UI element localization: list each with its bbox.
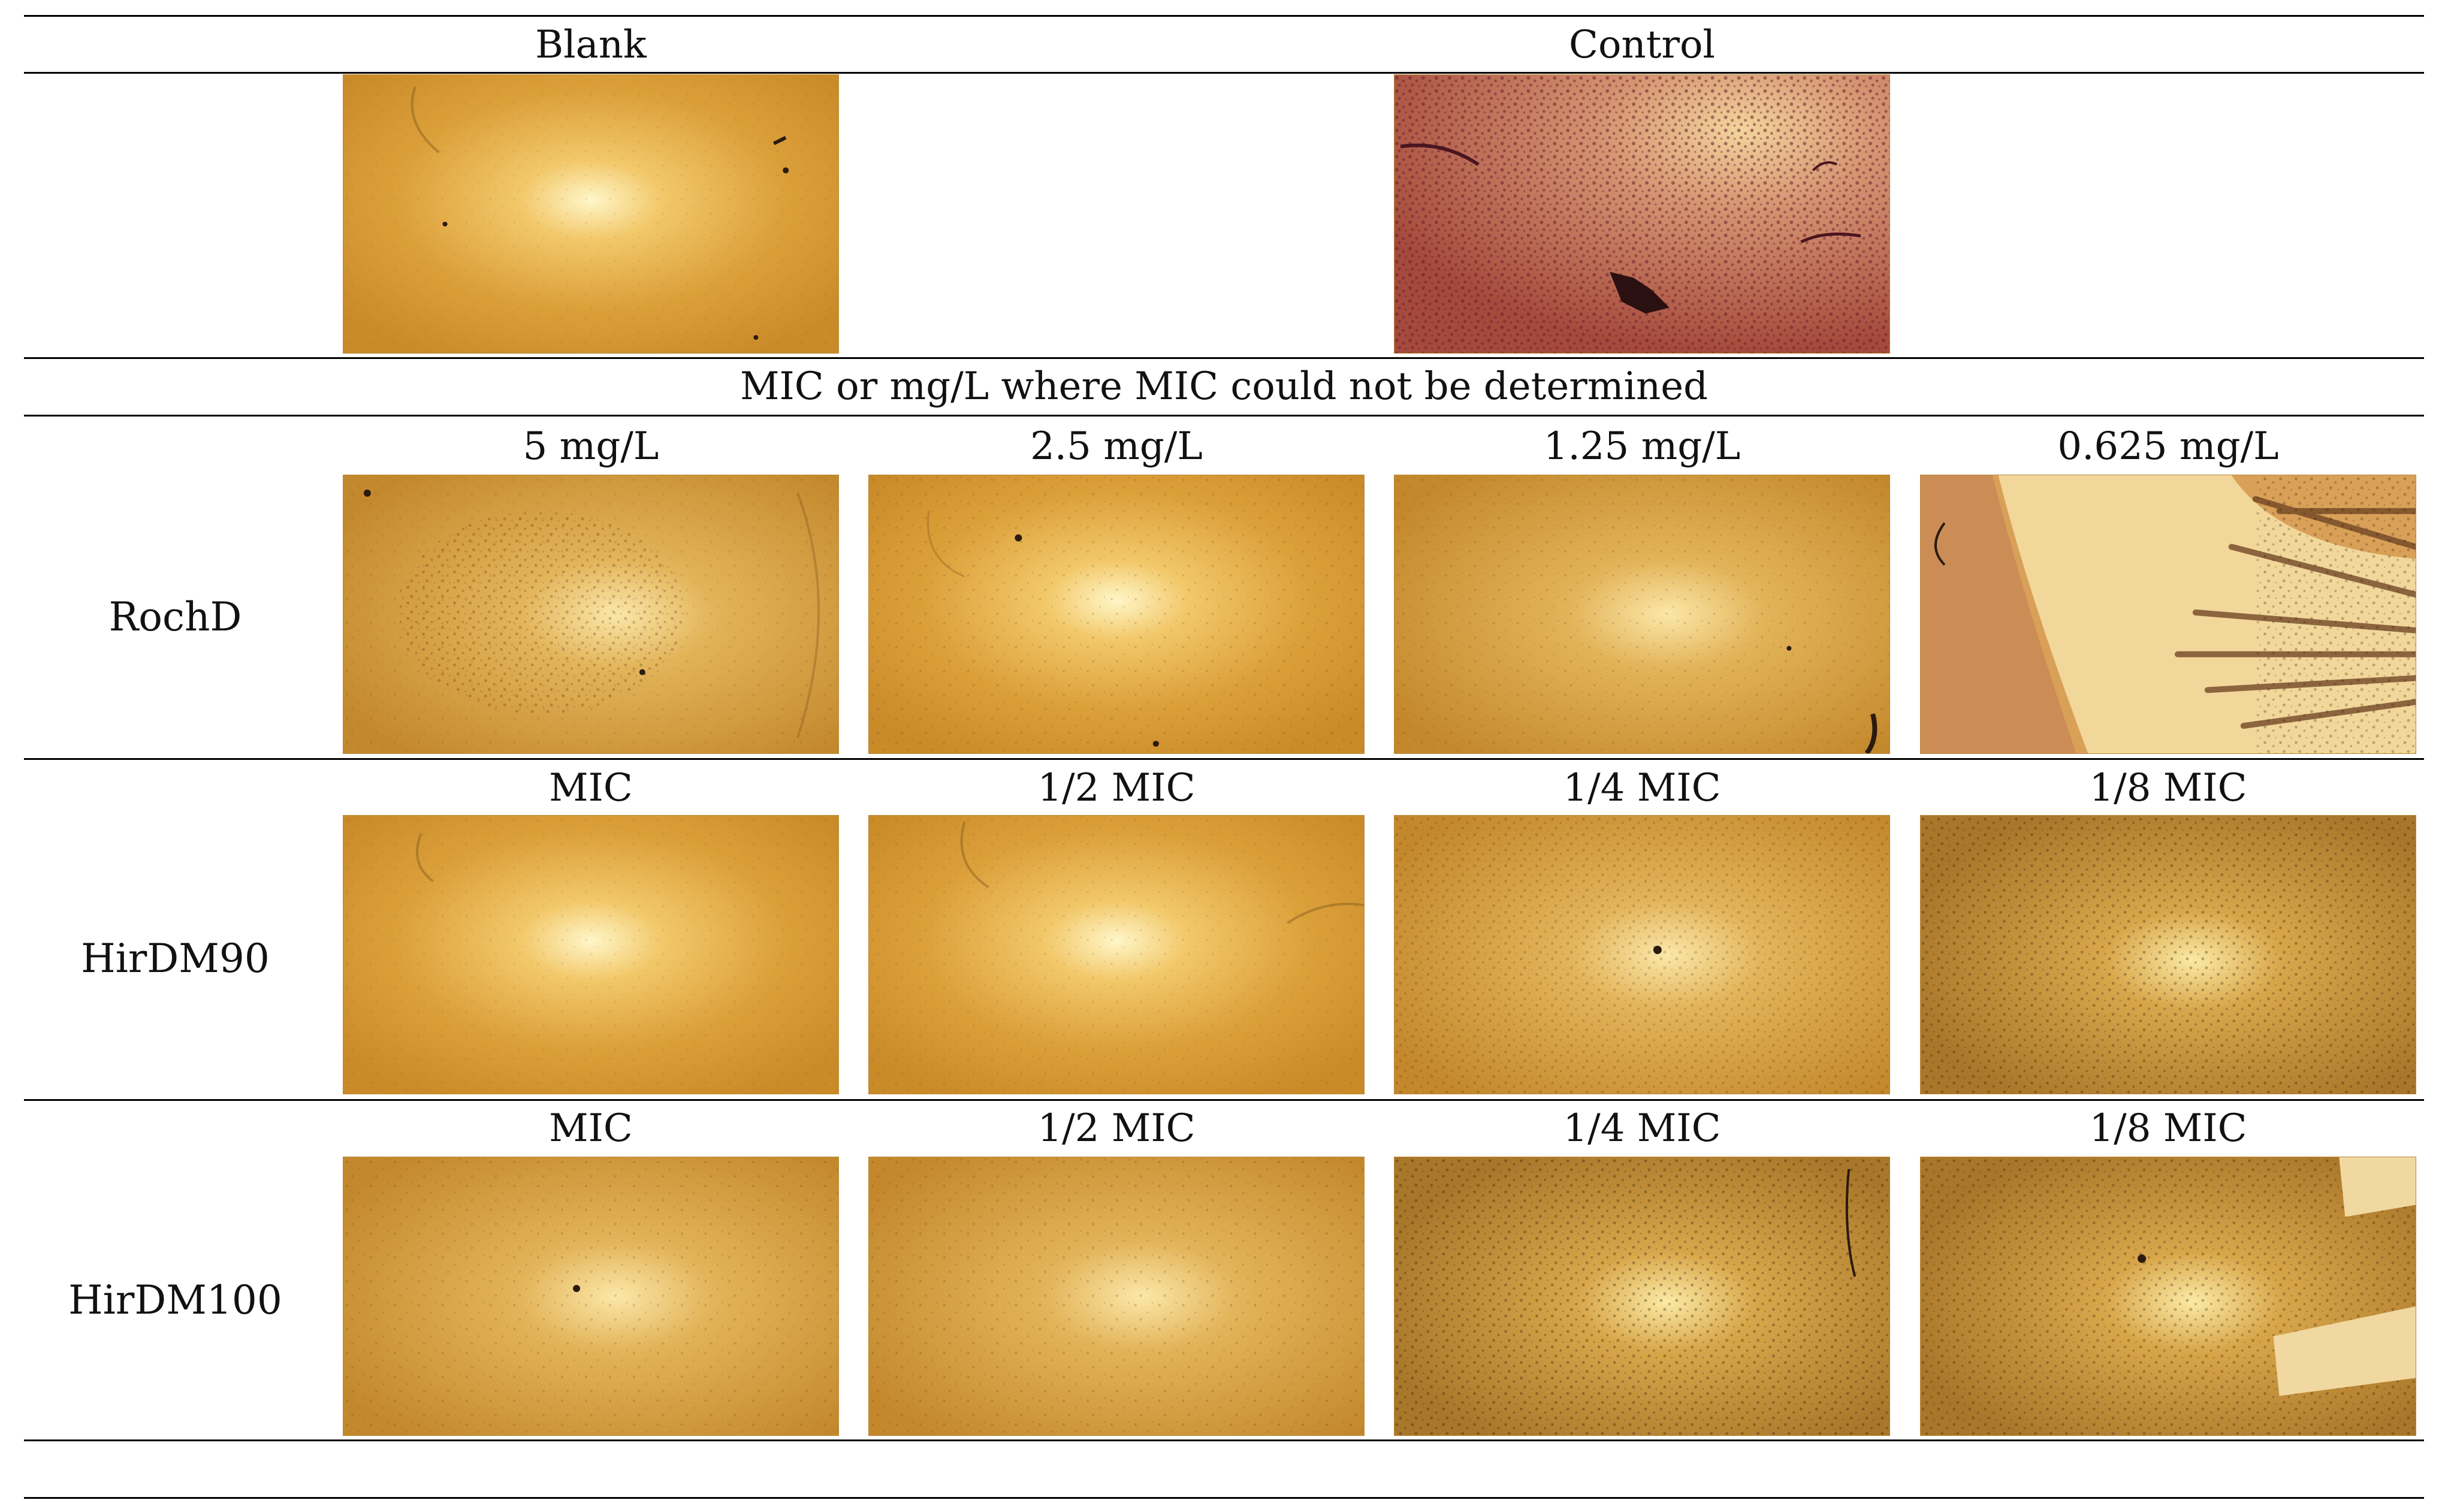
plate-image xyxy=(868,475,1365,754)
plate-image xyxy=(868,1157,1365,1436)
control-plate-image xyxy=(1394,74,1890,354)
plate-image xyxy=(1394,475,1890,754)
plate-image xyxy=(1394,1157,1890,1436)
col-label: 2.5 mg/L xyxy=(1030,424,1203,469)
col-label: 1/8 MIC xyxy=(2089,1106,2247,1151)
plate-image xyxy=(1920,1157,2416,1436)
row-rule xyxy=(24,758,2424,760)
bottom-rule xyxy=(24,1497,2424,1499)
section-top-rule xyxy=(24,357,2424,359)
blank-plate-image xyxy=(343,74,839,354)
plate-image xyxy=(343,815,839,1094)
plate-image xyxy=(868,815,1365,1094)
col-label: 1/4 MIC xyxy=(1563,1106,1721,1151)
section-title: MIC or mg/L where MIC could not be deter… xyxy=(739,364,1709,409)
control-label: Control xyxy=(1568,23,1716,67)
plate-image xyxy=(1394,815,1890,1094)
col-label: 1/2 MIC xyxy=(1037,1106,1196,1151)
row-label-rochd: RochD xyxy=(108,594,242,640)
row-rule xyxy=(24,1439,2424,1441)
col-label: 5 mg/L xyxy=(523,424,659,469)
blank-label: Blank xyxy=(535,23,647,67)
header-rule xyxy=(24,72,2424,74)
col-label: MIC xyxy=(549,1106,633,1151)
col-label: MIC xyxy=(549,766,633,810)
section-bottom-rule xyxy=(24,415,2424,417)
plate-image xyxy=(1920,475,2416,754)
plate-image xyxy=(1920,815,2416,1094)
row-label-hirdm100: HirDM100 xyxy=(68,1277,282,1323)
row-label-hirdm90: HirDM90 xyxy=(81,935,270,982)
plate-image xyxy=(343,1157,839,1436)
col-label: 1.25 mg/L xyxy=(1543,424,1741,469)
col-label: 1/8 MIC xyxy=(2089,766,2247,810)
row-rule xyxy=(24,1099,2424,1101)
plate-image xyxy=(343,475,839,754)
col-label: 0.625 mg/L xyxy=(2057,424,2279,469)
top-rule xyxy=(24,15,2424,17)
col-label: 1/2 MIC xyxy=(1037,766,1196,810)
col-label: 1/4 MIC xyxy=(1563,766,1721,810)
